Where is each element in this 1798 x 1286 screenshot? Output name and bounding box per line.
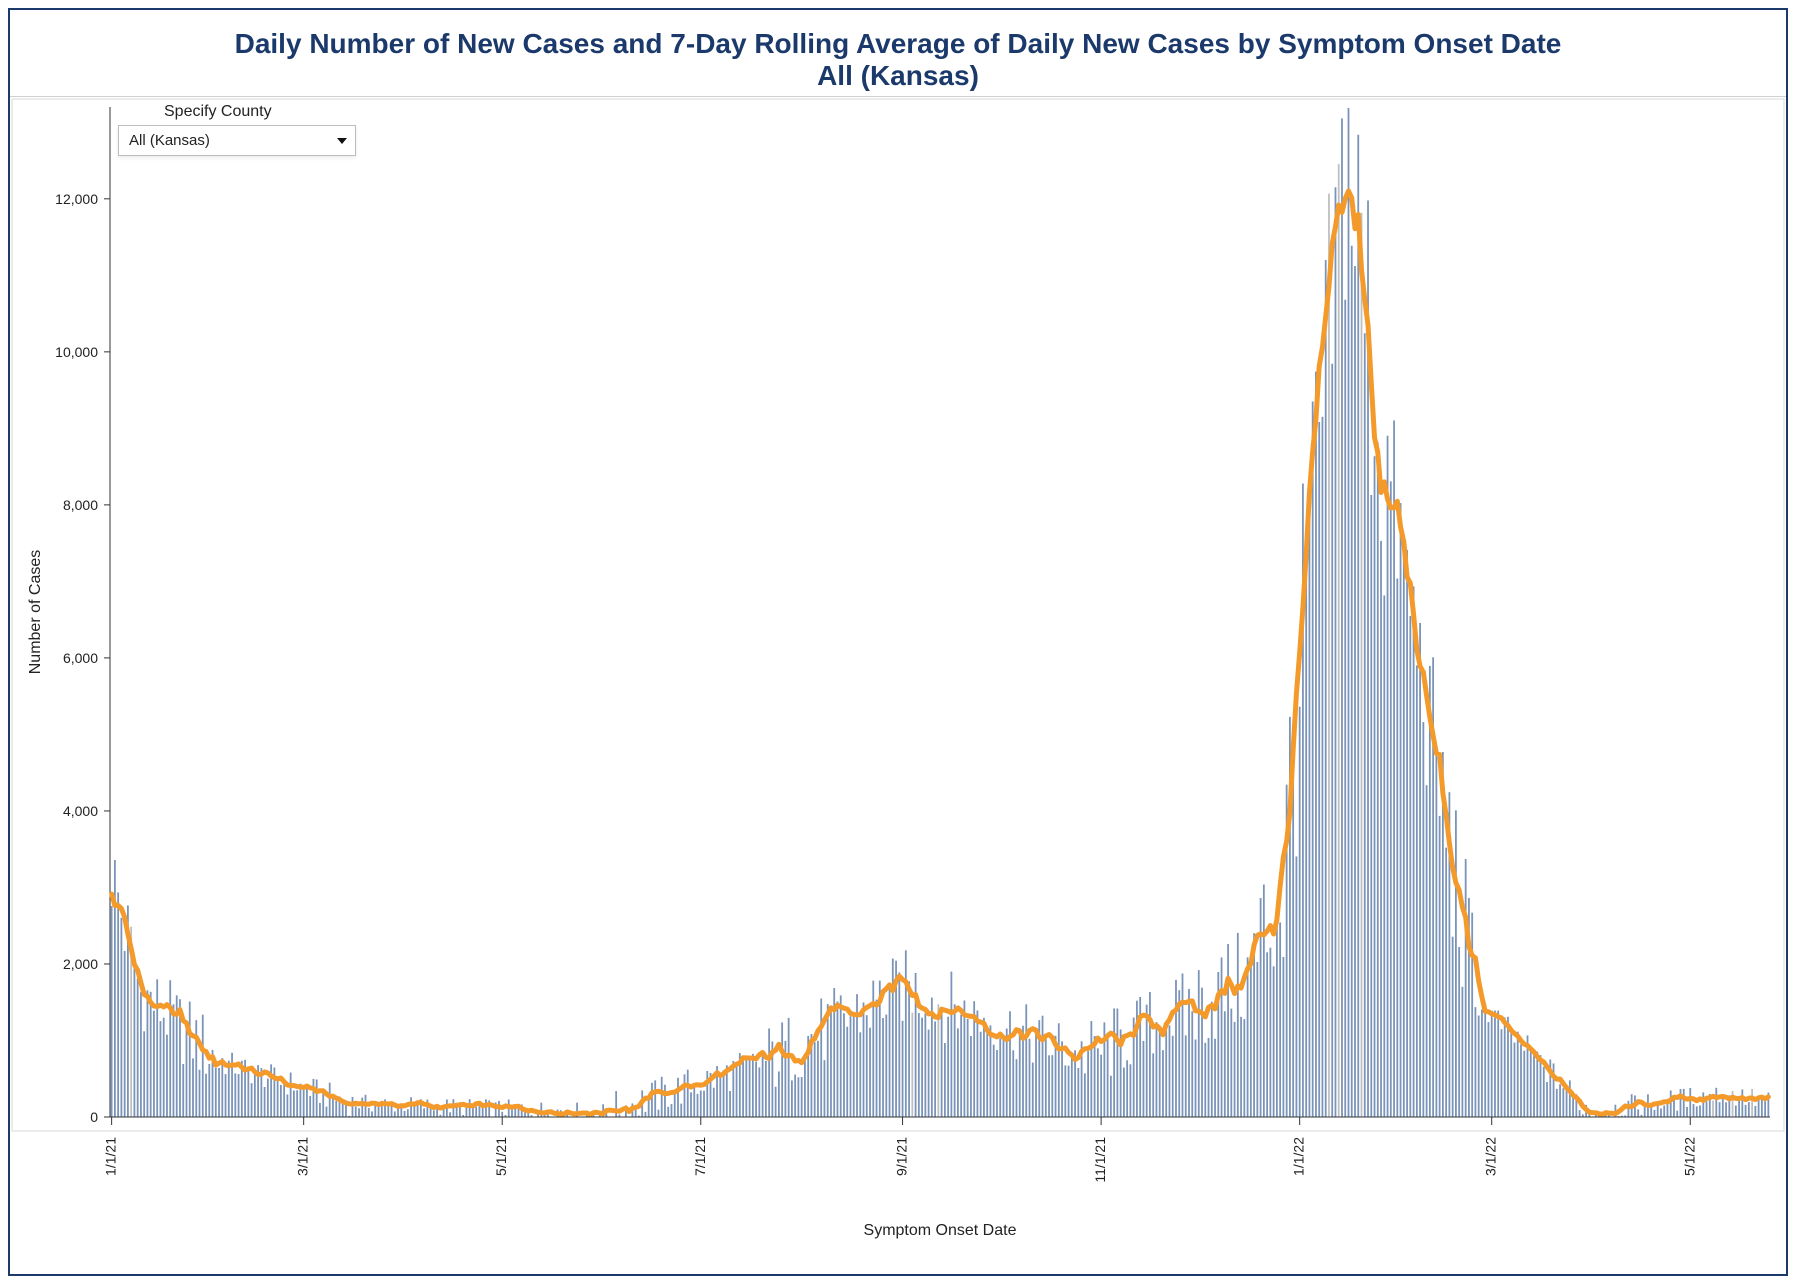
svg-text:Symptom Onset Date: Symptom Onset Date [864,1222,1017,1239]
svg-text:1/1/22: 1/1/22 [1291,1137,1307,1176]
svg-text:3/1/22: 3/1/22 [1483,1137,1499,1176]
chart-title-line2: All (Kansas) [50,60,1746,92]
svg-text:7/1/21: 7/1/21 [692,1137,708,1176]
svg-text:5/1/22: 5/1/22 [1681,1137,1697,1176]
svg-text:6,000: 6,000 [63,650,98,666]
svg-text:3/1/21: 3/1/21 [295,1137,311,1176]
chart-frame: Daily Number of New Cases and 7-Day Roll… [8,8,1788,1276]
svg-text:9/1/21: 9/1/21 [894,1137,910,1176]
chart-title-line1: Daily Number of New Cases and 7-Day Roll… [50,28,1746,60]
county-picker[interactable]: All (Kansas) [118,125,356,156]
svg-text:0: 0 [90,1109,98,1125]
svg-text:5/1/21: 5/1/21 [493,1137,509,1176]
chart-area: Specify County All (Kansas) 0 2,000 4,000 6… [10,97,1786,1265]
chevron-down-icon [337,138,347,144]
svg-text:10,000: 10,000 [55,344,98,360]
svg-text:8,000: 8,000 [63,497,98,513]
county-picker-value: All (Kansas) [129,132,210,149]
chart-svg: 0 2,000 4,000 6,000 8,000 10,000 12,000 Number … [10,97,1786,1257]
county-picker-label: Specify County [164,103,272,121]
svg-text:4,000: 4,000 [63,803,98,819]
title-block: Daily Number of New Cases and 7-Day Roll… [10,10,1786,96]
svg-text:11/1/21: 11/1/21 [1092,1137,1108,1183]
svg-text:2,000: 2,000 [63,956,98,972]
svg-text:Number of Cases: Number of Cases [27,550,44,675]
svg-text:12,000: 12,000 [55,191,98,207]
svg-text:1/1/21: 1/1/21 [103,1137,119,1176]
